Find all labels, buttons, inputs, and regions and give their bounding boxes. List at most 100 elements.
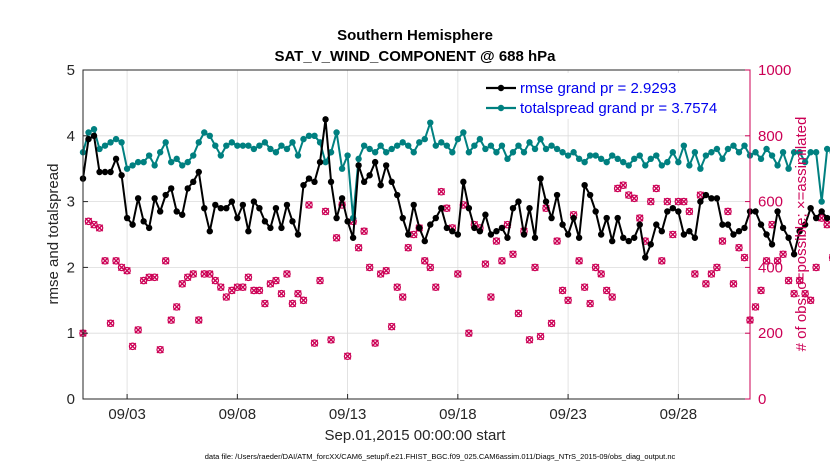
totalspread-point [542,145,550,153]
y2-tick-label: 600 [758,194,783,211]
obs-assimilated-point [150,273,159,281]
legend-spread-marker [497,104,505,112]
totalspread-point [515,142,522,149]
obs-assimilated-point [525,336,534,344]
obs-possible-point [487,293,495,301]
obs-assimilated-point [806,296,815,304]
rmse-point [294,231,302,238]
obs-assimilated-point [762,257,771,265]
obs-possible-point [635,214,644,222]
totalspread-point [179,162,186,169]
obs-possible-point [310,339,319,347]
obs-possible-point [795,276,804,285]
rmse-point [774,208,781,215]
rmse-point [278,224,285,232]
rmse-point [305,175,313,182]
obs-possible-point [404,243,413,252]
totalspread-point [245,142,252,149]
obs-possible-point [509,250,517,259]
rmse-point [498,224,506,232]
totalspread-point [548,142,555,149]
rmse-point [438,204,445,212]
obs-assimilated-point [178,280,186,288]
rmse-point [239,201,247,209]
rmse-point [283,201,291,209]
obs-assimilated-point [244,273,253,281]
rmse-point [201,204,208,212]
rmse-point [658,228,666,235]
rmse-point [697,198,704,205]
totalspread-point [239,142,247,149]
rmse-point [460,178,467,186]
obs-assimilated-point [602,286,611,295]
rmse-point [366,172,373,179]
obs-possible-point [437,187,446,196]
obs-assimilated-series [79,181,830,360]
obs-possible-point [167,316,175,324]
totalspread-point [394,142,401,149]
rmse-point [245,228,252,235]
y2-tick-label: 400 [758,259,783,276]
rmse-point [349,234,357,241]
rmse-point [454,231,462,238]
obs-assimilated-point [465,329,473,337]
rmse-point [768,241,776,248]
totalspread-point [603,158,610,166]
rmse-point [300,181,307,189]
obs-assimilated-point [724,207,732,216]
totalspread-point [322,158,329,166]
obs-assimilated-point [239,283,247,291]
obs-assimilated-point [751,303,760,311]
obs-assimilated-point [134,326,142,334]
obs-assimilated-point [564,296,572,304]
totalspread-point [112,135,120,143]
rmse-point [360,178,368,186]
obs-assimilated-point [735,243,743,252]
obs-assimilated-point [702,280,710,288]
x-tick-label: 09/08 [219,406,257,423]
obs-assimilated-point [823,220,830,229]
rmse-point [217,204,225,212]
y-axis-right: 0 200 400 600 800 1000 [745,62,791,408]
totalspread-point [658,162,666,169]
obs-possible-point [525,335,534,344]
obs-assimilated-point [696,191,705,199]
rmse-point [184,185,191,192]
obs-assimilated-point [454,270,462,278]
totalspread-point [631,155,638,163]
obs-possible-point [663,197,672,206]
rmse-point [107,168,114,176]
obs-possible-point [779,250,787,259]
rmse-point [206,228,213,235]
totalspread-point [190,152,197,159]
rmse-point [807,204,814,212]
rmse-point [311,178,318,186]
totalspread-point [680,142,688,149]
totalspread-point [608,152,616,159]
rmse-point [394,191,401,199]
rmse-point [371,158,379,166]
obs-possible-point [602,286,611,295]
obs-assimilated-point [184,273,192,281]
rmse-point [179,211,186,218]
rmse-point [96,168,103,176]
obs-possible-point [343,352,352,361]
totalspread-point [697,165,704,172]
obs-assimilated-point [206,270,214,278]
obs-assimilated-point [432,283,440,291]
obs-assimilated-point [382,266,390,275]
obs-possible-point [426,263,435,272]
totalspread-point [724,145,732,153]
obs-assimilated-point [619,181,627,189]
totalspread-point [779,149,787,156]
obs-possible-point [371,339,379,347]
totalspread-point [162,139,169,146]
obs-assimilated-point [630,194,638,203]
obs-assimilated-point [669,230,677,239]
obs-assimilated-point [691,270,699,278]
obs-possible-point [718,237,727,245]
totalspread-point [818,198,825,205]
totalspread-point [752,149,759,156]
rmse-point [669,204,677,212]
